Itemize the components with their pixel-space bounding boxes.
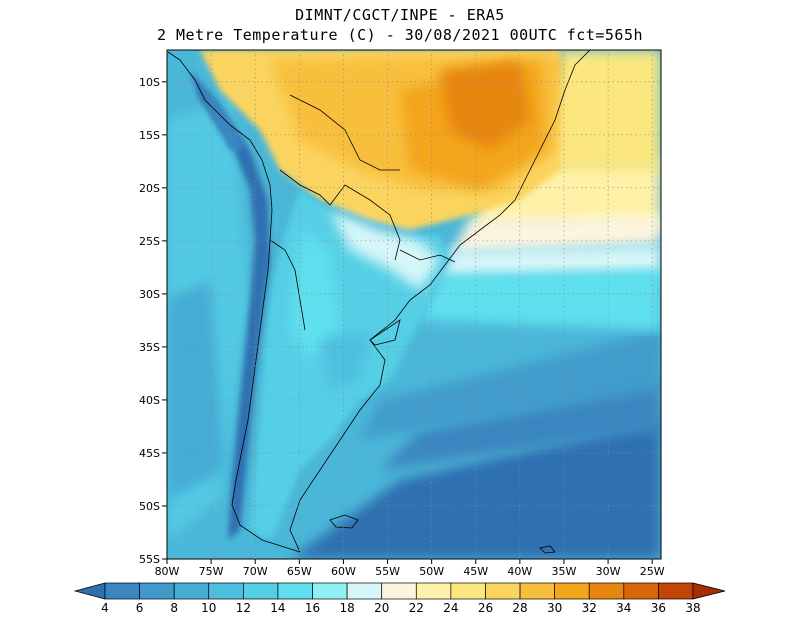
lon-tick-label: 60W bbox=[331, 565, 356, 578]
lon-tick-label: 45W bbox=[463, 565, 488, 578]
colorbar-swatch bbox=[243, 582, 279, 600]
colorbar-label: 12 bbox=[236, 601, 251, 615]
colorbar-swatch bbox=[381, 582, 417, 600]
colorbar-label: 34 bbox=[616, 601, 631, 615]
chile-argentina-border bbox=[269, 239, 306, 331]
lat-tick-label: 55S bbox=[139, 553, 160, 566]
colorbar-label: 20 bbox=[374, 601, 389, 615]
colorbar-swatch bbox=[208, 582, 244, 600]
rio-de-la-plata bbox=[369, 319, 401, 346]
lon-tick-label: 65W bbox=[287, 565, 312, 578]
colorbar-swatch bbox=[139, 582, 175, 600]
colorbar-swatch bbox=[104, 582, 140, 600]
colorbar-swatch bbox=[415, 582, 452, 600]
pacific-coastline bbox=[167, 51, 301, 553]
lon-tick-label: 50W bbox=[419, 565, 444, 578]
colorbar-label: 24 bbox=[443, 601, 458, 615]
map-title-line1: DIMNT/CGCT/INPE - ERA5 bbox=[295, 6, 505, 24]
colorbar-label: 18 bbox=[339, 601, 354, 615]
lon-tick-label: 70W bbox=[243, 565, 268, 578]
cool-band-south bbox=[380, 380, 661, 470]
colorbar-swatch bbox=[450, 582, 486, 600]
colorbar: 4 6 8 10 12 14 16 18 20 22 24 26 28 30 32 34 36 38 bbox=[73, 582, 726, 615]
colorbar-label: 16 bbox=[305, 601, 320, 615]
colorbar-swatch bbox=[312, 582, 348, 600]
colorbar-swatch bbox=[346, 582, 383, 600]
lat-tick-label: 20S bbox=[139, 182, 160, 195]
lon-tick-label: 40W bbox=[507, 565, 532, 578]
colorbar-label: 38 bbox=[685, 601, 700, 615]
latitude-axis: 10S 15S 20S 25S 30S 35S 40S 45S 50S 55S bbox=[139, 76, 167, 566]
temperature-field bbox=[167, 50, 661, 559]
falklands bbox=[329, 514, 359, 529]
bolivia-border bbox=[279, 169, 331, 206]
atlantic-cyan-band bbox=[420, 270, 661, 330]
colorbar-label: 22 bbox=[409, 601, 424, 615]
lon-tick-label: 75W bbox=[199, 565, 224, 578]
colorbar-swatch bbox=[173, 582, 210, 600]
south-georgia bbox=[539, 545, 556, 554]
lon-tick-label: 80W bbox=[155, 565, 180, 578]
andes-cold-spine bbox=[190, 70, 270, 540]
plot-frame bbox=[166, 49, 662, 560]
lon-tick-label: 30W bbox=[596, 565, 621, 578]
colorbar-label: 6 bbox=[136, 601, 144, 615]
lat-tick-label: 50S bbox=[139, 500, 160, 513]
gridlines bbox=[167, 50, 661, 559]
uruguay-border bbox=[399, 249, 456, 263]
lon-tick-label: 35W bbox=[552, 565, 577, 578]
colorbar-swatch bbox=[588, 582, 625, 600]
cool-band-mid bbox=[360, 330, 661, 440]
atlantic-coastline bbox=[289, 50, 591, 553]
lat-tick-label: 40S bbox=[139, 394, 160, 407]
lat-tick-label: 10S bbox=[139, 76, 160, 89]
colorbar-swatch bbox=[623, 582, 659, 600]
colorbar-swatch bbox=[519, 582, 555, 600]
colorbar-swatch bbox=[277, 582, 313, 600]
coastlines-borders bbox=[167, 50, 591, 554]
lat-tick-label: 35S bbox=[139, 341, 160, 354]
map-title-line2: 2 Metre Temperature (C) - 30/08/2021 00U… bbox=[156, 26, 644, 44]
paraguay-border bbox=[329, 184, 401, 261]
lat-tick-label: 30S bbox=[139, 288, 160, 301]
colorbar-label: 4 bbox=[101, 601, 109, 615]
colorbar-high-arrow bbox=[692, 582, 726, 600]
land-hottest bbox=[440, 60, 530, 150]
colorbar-label: 30 bbox=[547, 601, 562, 615]
colorbar-swatch bbox=[485, 582, 521, 600]
atlantic-north-warm bbox=[540, 50, 661, 170]
lat-tick-label: 15S bbox=[139, 129, 160, 142]
colorbar-label: 10 bbox=[201, 601, 216, 615]
plains-mild bbox=[330, 210, 440, 290]
cold-south-atlantic bbox=[290, 420, 661, 559]
colorbar-swatch bbox=[658, 582, 694, 600]
lat-tick-label: 25S bbox=[139, 235, 160, 248]
lat-tick-label: 45S bbox=[139, 447, 160, 460]
longitude-axis: 80W 75W 70W 65W 60W 55W 50W 45W 40W 35W 30W 25W bbox=[155, 559, 665, 578]
colorbar-label: 14 bbox=[270, 601, 285, 615]
lon-tick-label: 55W bbox=[375, 565, 400, 578]
colorbar-label: 26 bbox=[478, 601, 493, 615]
pacific-south-band bbox=[167, 280, 225, 500]
colorbar-label: 8 bbox=[170, 601, 178, 615]
lon-tick-label: 25W bbox=[640, 565, 665, 578]
colorbar-label: 28 bbox=[512, 601, 527, 615]
colorbar-low-arrow bbox=[73, 582, 106, 600]
colorbar-label: 36 bbox=[651, 601, 666, 615]
brazil-west-border bbox=[289, 94, 400, 171]
colorbar-swatch bbox=[554, 582, 590, 600]
argentina-cyan bbox=[290, 230, 340, 360]
colorbar-label: 32 bbox=[582, 601, 597, 615]
pampas-cool bbox=[320, 330, 370, 390]
